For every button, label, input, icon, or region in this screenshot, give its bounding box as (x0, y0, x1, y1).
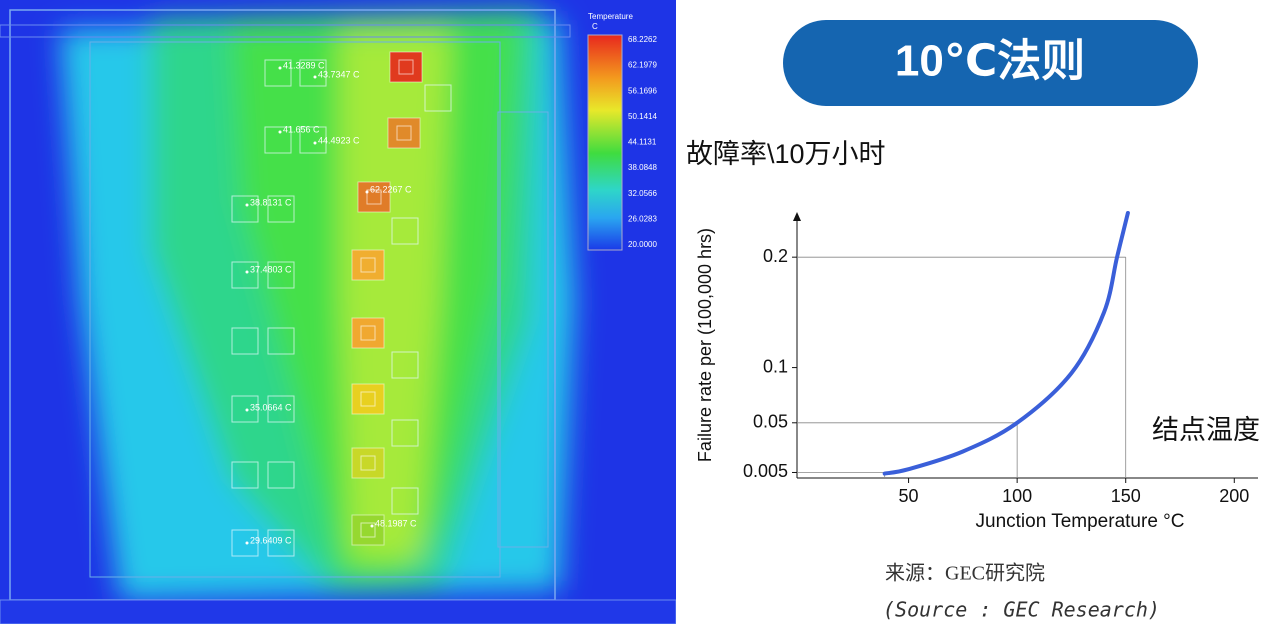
chip-core (398, 59, 414, 75)
chip-outline (231, 195, 259, 223)
chip-core (360, 455, 376, 471)
hot-chip (387, 117, 421, 149)
chip-dot (365, 190, 369, 194)
chip-outline (391, 487, 419, 515)
chip-outline (267, 195, 295, 223)
chip-outline (267, 529, 295, 557)
chip-core (360, 257, 376, 273)
subtitle: 故障率\10万小时 (686, 139, 886, 169)
y-axis-arrow (793, 212, 801, 221)
chip-dot (245, 270, 249, 274)
hot-chip (351, 317, 385, 349)
legend-label: 26.0283 (628, 214, 657, 223)
chip-label: 41.656 C (283, 124, 320, 134)
x-tick-label: 50 (899, 486, 919, 506)
y-axis-label: Failure rate per (100,000 hrs) (695, 228, 715, 462)
source-en: (Source : GEC Research) (883, 598, 1160, 622)
x-tick-label: 200 (1219, 486, 1249, 506)
thermal-map (0, 0, 677, 625)
chip-dot (245, 408, 249, 412)
chip-outline (231, 529, 259, 557)
y-tick-label: 0.05 (753, 412, 788, 432)
x-tick-label: 150 (1111, 486, 1141, 506)
legend-label: 50.1414 (628, 112, 657, 121)
curve (882, 211, 1130, 476)
hot-chip (389, 51, 423, 83)
chip-dot (245, 541, 249, 545)
chip-label: 44.4923 C (318, 135, 360, 145)
y-tick-label: 0.1 (763, 356, 788, 376)
chip-outline (299, 59, 327, 87)
chip-outline (391, 419, 419, 447)
hot-chip (351, 514, 385, 546)
legend-label: 20.0000 (628, 240, 657, 249)
hot-chip (351, 383, 385, 415)
chip-outline (267, 395, 295, 423)
y-tick-label: 0.2 (763, 246, 788, 266)
title-badge (783, 20, 1198, 106)
hot-chip (357, 181, 391, 213)
chip-outline (391, 217, 419, 245)
legend-label: 68.2262 (628, 35, 657, 44)
chip-core (360, 391, 376, 407)
chip-outline (267, 327, 295, 355)
hot-chip (351, 249, 385, 281)
chip-label: 41.3289 C (283, 60, 325, 70)
chip-label: 48.1987 C (375, 518, 417, 528)
chip-label: 35.0664 C (250, 402, 292, 412)
chip-core (366, 189, 382, 205)
chip-dot (278, 66, 282, 70)
chip-label: 62.2267 C (370, 184, 412, 194)
legend-label: 56.1696 (628, 86, 657, 95)
legend-label: 32.0566 (628, 189, 657, 198)
hot-chip (351, 447, 385, 479)
chip-outline (267, 461, 295, 489)
source: 来源：GEC研究院 (885, 562, 1045, 585)
chip-outline (231, 261, 259, 289)
chip-outline (231, 395, 259, 423)
chip-outline (267, 261, 295, 289)
chip-label: 37.4803 C (250, 264, 292, 274)
chip-label: 29.6409 C (250, 535, 292, 545)
chip-dot (245, 203, 249, 207)
chip-outline (391, 351, 419, 379)
chip-outline (299, 126, 327, 154)
x-axis-label: Junction Temperature °C (976, 511, 1185, 532)
x-tick-label: 100 (1002, 486, 1032, 506)
chip-outline (231, 327, 259, 355)
chips: 41.3289 C43.7347 C 41.656 C44.4923 C 38.81… (231, 51, 452, 557)
chip-dot (370, 524, 374, 528)
chip-dot (313, 75, 317, 79)
chart-title: 10℃法则 (895, 37, 1085, 86)
chip-core (360, 325, 376, 341)
chip-outline (264, 59, 292, 87)
legend-label: 38.0848 (628, 163, 657, 172)
chip-dot (278, 130, 282, 134)
chip-outline (424, 84, 452, 112)
legend-label: 44.1131 (628, 138, 657, 147)
chip-outline (231, 461, 259, 489)
y-tick-label: 0.005 (743, 461, 788, 481)
legend-label: 62.1979 (628, 61, 657, 70)
legend-unit: C (592, 22, 598, 31)
chip-core (396, 125, 412, 141)
chip-core (360, 522, 376, 538)
chip-label: 38.8131 C (250, 197, 292, 207)
color-bar (587, 34, 623, 251)
chip-dot (313, 141, 317, 145)
legend-title: Temperature (588, 12, 633, 21)
chip-outline (264, 126, 292, 154)
chip-label: 43.7347 C (318, 69, 360, 79)
annotation: 结点温度 (1152, 415, 1260, 445)
